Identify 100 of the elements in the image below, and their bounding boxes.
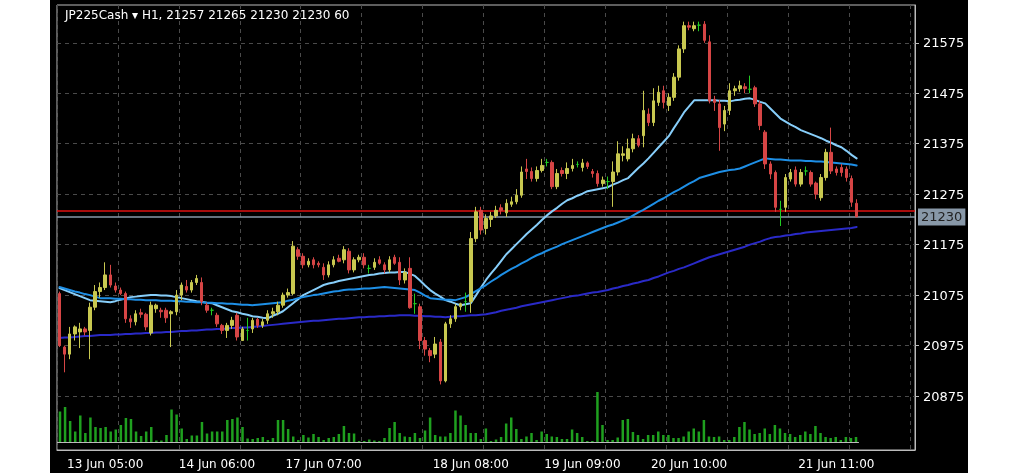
bar — [150, 427, 153, 442]
bar — [733, 437, 736, 442]
candlestick — [195, 274, 198, 286]
bar — [657, 431, 660, 442]
candlestick — [58, 291, 61, 348]
bar — [469, 433, 472, 442]
candlestick — [393, 254, 396, 266]
candlestick — [403, 267, 407, 284]
x-tick-label: 20 Jun 10:00 — [650, 457, 728, 471]
candlestick — [109, 264, 112, 289]
bar — [687, 431, 690, 442]
candlestick — [200, 276, 203, 306]
candlestick — [190, 279, 193, 294]
bar — [662, 435, 665, 442]
bar — [520, 439, 523, 442]
candlestick — [205, 302, 209, 314]
candlestick — [799, 168, 803, 188]
x-tick-label: 19 Jun 09:00 — [544, 457, 621, 471]
candlestick — [83, 326, 87, 336]
bar — [834, 437, 837, 442]
candlestick — [433, 336, 437, 359]
candlestick — [713, 95, 716, 112]
line-series — [58, 157, 858, 307]
candlestick — [520, 165, 523, 199]
candlestick — [784, 173, 787, 213]
bar — [99, 428, 102, 442]
bar — [459, 415, 462, 442]
candlestick — [124, 291, 127, 324]
y-tick-label: 21575 — [923, 35, 965, 51]
candlestick — [388, 255, 391, 273]
bar — [763, 428, 766, 442]
candlestick — [581, 158, 584, 172]
candlestick — [794, 165, 797, 188]
y-tick-label: 20975 — [923, 338, 965, 354]
bar — [368, 439, 371, 442]
bar — [525, 436, 528, 442]
bar — [226, 420, 229, 442]
candlestick — [642, 90, 645, 148]
x-tick-label: 14 Jun 06:00 — [178, 457, 256, 471]
bar — [616, 437, 619, 442]
candlestick — [606, 176, 610, 190]
candlestick — [550, 159, 554, 190]
candlestick — [337, 254, 341, 263]
bar — [256, 438, 259, 442]
bar — [672, 438, 675, 442]
bar — [474, 433, 477, 442]
bar — [89, 417, 92, 442]
candlestick — [763, 129, 767, 170]
candlestick — [601, 176, 605, 188]
candlestick — [261, 318, 264, 329]
candlestick — [748, 75, 752, 94]
candlestick — [530, 166, 533, 183]
candlestick — [307, 257, 310, 268]
bar — [327, 438, 330, 442]
candlestick — [175, 289, 178, 316]
bar — [682, 436, 685, 442]
bar — [94, 427, 97, 442]
bar — [307, 437, 310, 442]
candlestick — [383, 261, 386, 274]
candlestick — [169, 309, 173, 348]
bar — [758, 433, 761, 442]
bar — [753, 434, 756, 442]
y-tick-label: 21375 — [923, 136, 965, 152]
bar — [246, 438, 249, 442]
candlestick — [835, 165, 838, 177]
candlestick — [428, 347, 432, 363]
bar — [738, 427, 741, 442]
candlestick — [373, 257, 376, 271]
candlestick — [855, 198, 858, 218]
y-tick-label: 21475 — [923, 85, 965, 101]
candlestick — [235, 312, 239, 342]
bar — [809, 434, 812, 442]
bar — [814, 426, 817, 442]
candlestick — [215, 312, 219, 328]
bar — [540, 431, 543, 442]
bar — [464, 425, 467, 442]
bar — [236, 417, 239, 442]
candlestick — [743, 82, 747, 94]
candlestick — [251, 317, 254, 334]
candlestick — [845, 165, 848, 183]
bar — [743, 422, 746, 442]
candlestick — [134, 309, 137, 326]
bar — [185, 439, 188, 442]
candlestick — [378, 255, 381, 266]
bar — [819, 433, 822, 442]
candlestick — [571, 158, 574, 172]
bar — [804, 431, 807, 442]
candlestick — [779, 200, 782, 227]
bar — [398, 433, 401, 442]
bar — [170, 409, 173, 442]
candlestick — [804, 165, 808, 177]
candlestick — [591, 168, 594, 179]
candlestick — [266, 309, 269, 325]
bar — [515, 429, 518, 442]
line-series — [58, 97, 858, 320]
bar — [449, 433, 452, 442]
candlestick — [129, 314, 132, 329]
bar — [530, 433, 533, 442]
y-tick-label: 20875 — [923, 388, 965, 404]
bar — [829, 438, 832, 442]
